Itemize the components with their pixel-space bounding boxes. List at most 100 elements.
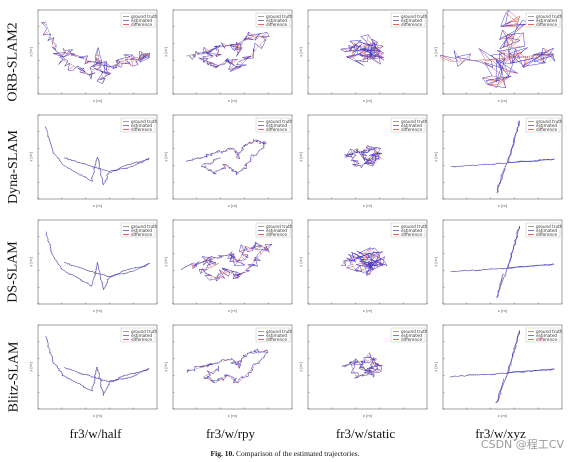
ground-truth-line bbox=[186, 350, 268, 384]
x-axis-label: x [m] bbox=[498, 414, 508, 418]
difference-lines bbox=[186, 31, 270, 72]
trajectory-plot: x [m] y [m] ground truth estimated differenc… bbox=[163, 321, 298, 421]
y-axis-label: y [m] bbox=[164, 257, 168, 267]
legend-estimated: estimated bbox=[266, 18, 287, 23]
difference-lines bbox=[185, 139, 268, 176]
legend-ground-truth: ground truth bbox=[131, 119, 158, 124]
estimated-line bbox=[44, 126, 150, 186]
legend-difference: difference bbox=[131, 127, 152, 132]
x-axis-label: x [m] bbox=[363, 309, 373, 313]
y-axis-label: y [m] bbox=[299, 47, 303, 57]
ground-truth-line bbox=[186, 245, 268, 279]
plot-svg: x [m] y [m] ground truthestimateddifferenc… bbox=[29, 9, 158, 103]
y-axis-label: y [m] bbox=[434, 152, 438, 162]
trajectory-plot: x [m] y [m] ground truth estimated differenc… bbox=[298, 111, 433, 211]
legend-ground-truth: ground truth bbox=[536, 329, 563, 334]
estimated-line bbox=[40, 21, 150, 84]
x-axis-label: x [m] bbox=[93, 309, 103, 313]
legend-ground-truth: ground truth bbox=[401, 119, 428, 124]
row-label-dyna-slam: Dyna-SLAM bbox=[6, 130, 22, 204]
caption-text: Comparison of the estimated trajectories… bbox=[235, 449, 360, 458]
legend-estimated: estimated bbox=[266, 123, 287, 128]
plot-svg: x [m] y [m] ground truthestimateddifferenc… bbox=[434, 324, 563, 418]
difference-lines bbox=[44, 126, 150, 186]
trajectory-plot: x [m] y [m] ground truth estimated differenc… bbox=[163, 216, 298, 316]
legend-ground-truth: ground truth bbox=[266, 329, 293, 334]
legend-difference: difference bbox=[131, 22, 152, 27]
legend-estimated: estimated bbox=[536, 228, 557, 233]
trajectory-plot: x [m] y [m] ground truth estimated differenc… bbox=[298, 216, 433, 316]
legend-ground-truth: ground truth bbox=[266, 119, 293, 124]
trajectory-plot: x [m] y [m] ground truth estimated differenc… bbox=[433, 321, 568, 421]
estimated-line bbox=[344, 146, 382, 169]
plot-svg: x [m] y [m] ground truthestimateddifferenc… bbox=[29, 219, 158, 313]
y-axis-label: y [m] bbox=[299, 362, 303, 372]
estimated-line bbox=[440, 9, 556, 89]
y-axis-label: y [m] bbox=[164, 152, 168, 162]
legend-ground-truth: ground truth bbox=[536, 14, 563, 19]
legend-ground-truth: ground truth bbox=[131, 329, 158, 334]
estimated-line bbox=[339, 34, 385, 66]
x-axis-label: x [m] bbox=[93, 414, 103, 418]
legend-estimated: estimated bbox=[401, 18, 422, 23]
estimated-line bbox=[450, 226, 554, 298]
y-axis-label: y [m] bbox=[29, 257, 33, 267]
y-axis-label: y [m] bbox=[29, 47, 33, 57]
legend-ground-truth: ground truth bbox=[536, 224, 563, 229]
estimated-line bbox=[341, 247, 388, 276]
watermark: CSDN @程工CV bbox=[480, 438, 564, 451]
trajectory-plot: x [m] y [m] ground truth estimated differenc… bbox=[28, 111, 163, 211]
col-label-w-static: fr3/w/static bbox=[335, 426, 396, 441]
legend-estimated: estimated bbox=[266, 333, 287, 338]
trajectory-plot: x [m] y [m] ground truth estimated differenc… bbox=[28, 6, 163, 106]
y-axis-label: y [m] bbox=[434, 362, 438, 372]
trajectory-plot: x [m] y [m] ground truth estimated differenc… bbox=[433, 111, 568, 211]
x-axis-label: x [m] bbox=[363, 414, 373, 418]
plot-svg: x [m] y [m] ground truthestimateddifferenc… bbox=[164, 114, 293, 208]
legend-ground-truth: ground truth bbox=[536, 119, 563, 124]
legend-estimated: estimated bbox=[536, 18, 557, 23]
legend-ground-truth: ground truth bbox=[131, 14, 158, 19]
trajectory-plot: x [m] y [m] ground truth estimated differenc… bbox=[163, 6, 298, 106]
legend-difference: difference bbox=[266, 337, 287, 342]
legend-difference: difference bbox=[266, 232, 287, 237]
difference-lines bbox=[45, 231, 150, 291]
legend-estimated: estimated bbox=[131, 123, 152, 128]
y-axis-label: y [m] bbox=[434, 257, 438, 267]
x-axis-label: x [m] bbox=[228, 99, 238, 103]
y-axis-label: y [m] bbox=[164, 47, 168, 57]
legend-estimated: estimated bbox=[266, 228, 287, 233]
row-label-blitz-slam: Blitz-SLAM bbox=[6, 341, 21, 413]
legend-estimated: estimated bbox=[131, 228, 152, 233]
legend-difference: difference bbox=[401, 232, 422, 237]
col-label-w-xyz: fr3/w/xyz bbox=[475, 426, 526, 441]
x-axis-label: x [m] bbox=[228, 414, 238, 418]
trajectory-plot: x [m] y [m] ground truth estimated differenc… bbox=[433, 216, 568, 316]
x-axis-label: x [m] bbox=[228, 309, 238, 313]
y-axis-label: y [m] bbox=[164, 362, 168, 372]
legend-difference: difference bbox=[401, 337, 422, 342]
x-axis-label: x [m] bbox=[93, 204, 103, 208]
legend-estimated: estimated bbox=[131, 18, 152, 23]
estimated-line bbox=[341, 352, 383, 379]
plot-svg: x [m] y [m] ground truthestimateddifferenc… bbox=[299, 219, 428, 313]
legend-ground-truth: ground truth bbox=[401, 329, 428, 334]
legend-difference: difference bbox=[266, 22, 287, 27]
y-axis-label: y [m] bbox=[29, 152, 33, 162]
ground-truth-line bbox=[450, 330, 555, 404]
ground-truth-line bbox=[45, 126, 150, 186]
ground-truth-line bbox=[186, 35, 268, 69]
ground-truth-line bbox=[45, 231, 150, 291]
